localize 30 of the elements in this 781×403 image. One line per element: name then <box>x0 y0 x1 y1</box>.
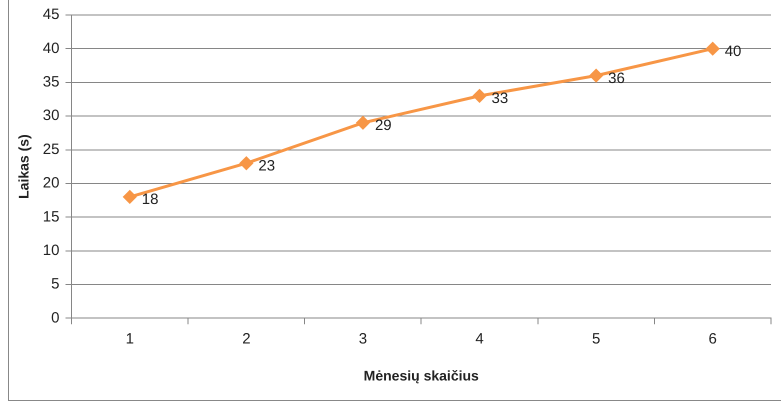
point <box>356 116 370 130</box>
data-label: 40 <box>724 42 742 60</box>
y-tick-label: 0 <box>51 309 60 326</box>
x-tick-label: 5 <box>592 330 600 348</box>
point <box>123 190 136 204</box>
x-tick-label: 1 <box>126 330 134 348</box>
x-axis-title: Mėnesių skaičius <box>364 367 480 384</box>
data-label: 36 <box>608 70 625 87</box>
point <box>706 42 720 56</box>
y-tick-label: 35 <box>42 74 60 91</box>
y-tick-label: 5 <box>51 276 60 293</box>
x-tick-label: 3 <box>358 330 368 348</box>
point <box>473 89 486 102</box>
y-tick-label: 20 <box>42 174 60 192</box>
point <box>590 69 603 82</box>
x-tick-label: 6 <box>708 330 717 348</box>
point <box>240 156 253 170</box>
y-tick-label: 15 <box>42 208 60 226</box>
y-tick-label: 45 <box>42 6 60 24</box>
data-label: 29 <box>374 116 392 134</box>
y-tick-label: 25 <box>42 140 60 158</box>
y-tick-label: 40 <box>42 40 60 57</box>
y-tick-label: 30 <box>42 107 60 124</box>
x-tick-label: 4 <box>475 330 484 348</box>
data-label: 33 <box>492 90 508 107</box>
data-label: 23 <box>258 157 276 174</box>
y-tick-label: 10 <box>42 242 60 259</box>
x-tick-label: 2 <box>242 330 251 348</box>
y-axis-title: Laikas (s) <box>15 134 32 199</box>
data-label: 18 <box>142 191 158 208</box>
